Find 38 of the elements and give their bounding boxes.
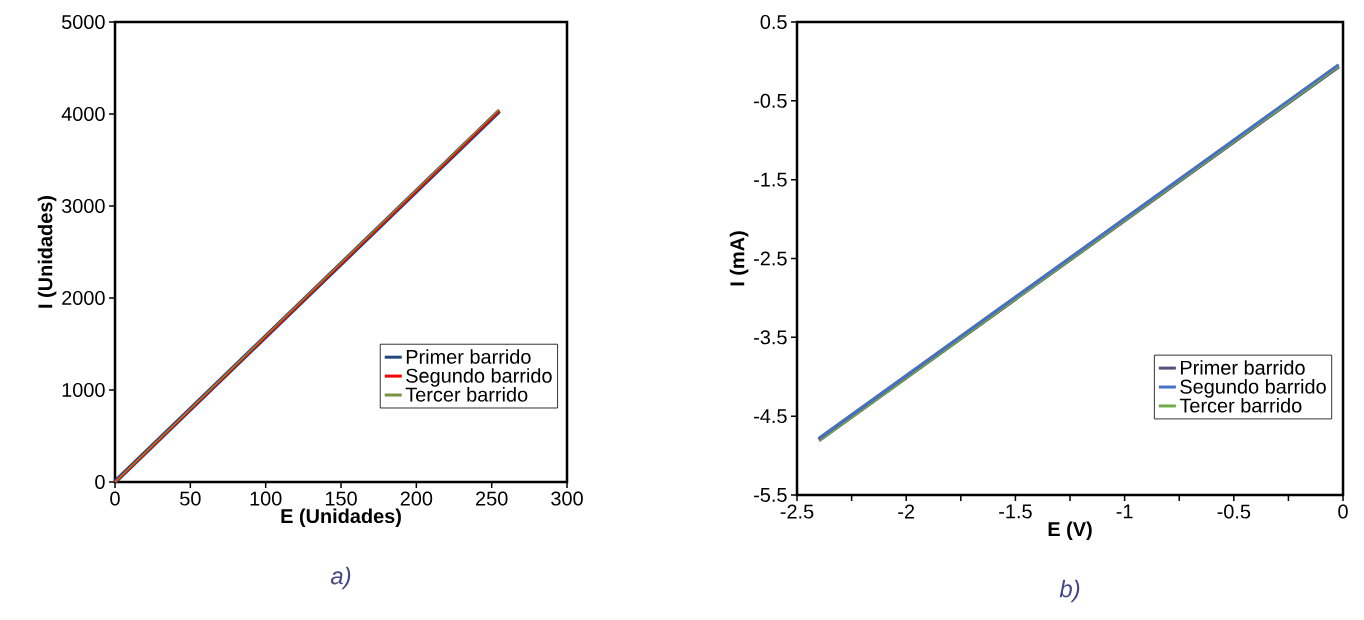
x-axis-title: E (Unidades) bbox=[281, 508, 401, 528]
y-tick-label: -3.5 bbox=[754, 330, 787, 345]
y-axis-title: I (Unidades) bbox=[37, 195, 57, 308]
y-tick-label: 3000 bbox=[61, 198, 105, 214]
legend-label: Primer barrido bbox=[406, 349, 531, 364]
y-tick-label: 1000 bbox=[62, 382, 105, 398]
x-tick-label: 300 bbox=[551, 491, 583, 506]
y-tick-label: -2.5 bbox=[754, 251, 787, 266]
legend-label: Tercer barrido bbox=[405, 387, 528, 402]
x-tick-label: -1 bbox=[1116, 504, 1133, 519]
x-tick-label: 50 bbox=[180, 491, 201, 506]
x-tick-label: -2 bbox=[898, 504, 915, 519]
legend-label: Segundo barrido bbox=[406, 368, 552, 387]
y-tick-label: 0.5 bbox=[760, 14, 787, 30]
y-tick-label: 2000 bbox=[62, 290, 105, 306]
x-tick-label: -0.5 bbox=[1217, 504, 1251, 519]
y-tick-label: -5.5 bbox=[754, 488, 787, 502]
x-tick-label: 0 bbox=[110, 491, 120, 506]
text: a) bbox=[330, 566, 351, 590]
x-tick-label: 250 bbox=[476, 491, 508, 506]
legend-label: Tercer barrido bbox=[1179, 397, 1302, 413]
y-axis-title: I (mA) bbox=[729, 231, 749, 286]
x-axis-title: E (V) bbox=[1048, 521, 1092, 541]
y-tick-label: 0 bbox=[95, 474, 105, 490]
x-tick-label: -1.5 bbox=[999, 504, 1032, 519]
y-tick-label: 5000 bbox=[61, 14, 105, 30]
y-tick-label: -1.5 bbox=[754, 172, 787, 187]
x-tick-label: 150 bbox=[325, 491, 357, 506]
y-tick-label: 4000 bbox=[61, 106, 105, 122]
text: b) bbox=[1059, 579, 1080, 603]
x-tick-label: 100 bbox=[250, 491, 282, 506]
x-tick-label: 200 bbox=[400, 491, 433, 506]
y-tick-label: -0.5 bbox=[754, 93, 787, 108]
y-tick-label: -4.5 bbox=[754, 409, 787, 424]
x-tick-label: -2.5 bbox=[780, 504, 814, 519]
x-tick-label: 0 bbox=[1338, 504, 1348, 519]
legend-label: Segundo barrido bbox=[1180, 379, 1326, 398]
legend-label: Primer barrido bbox=[1181, 360, 1305, 375]
